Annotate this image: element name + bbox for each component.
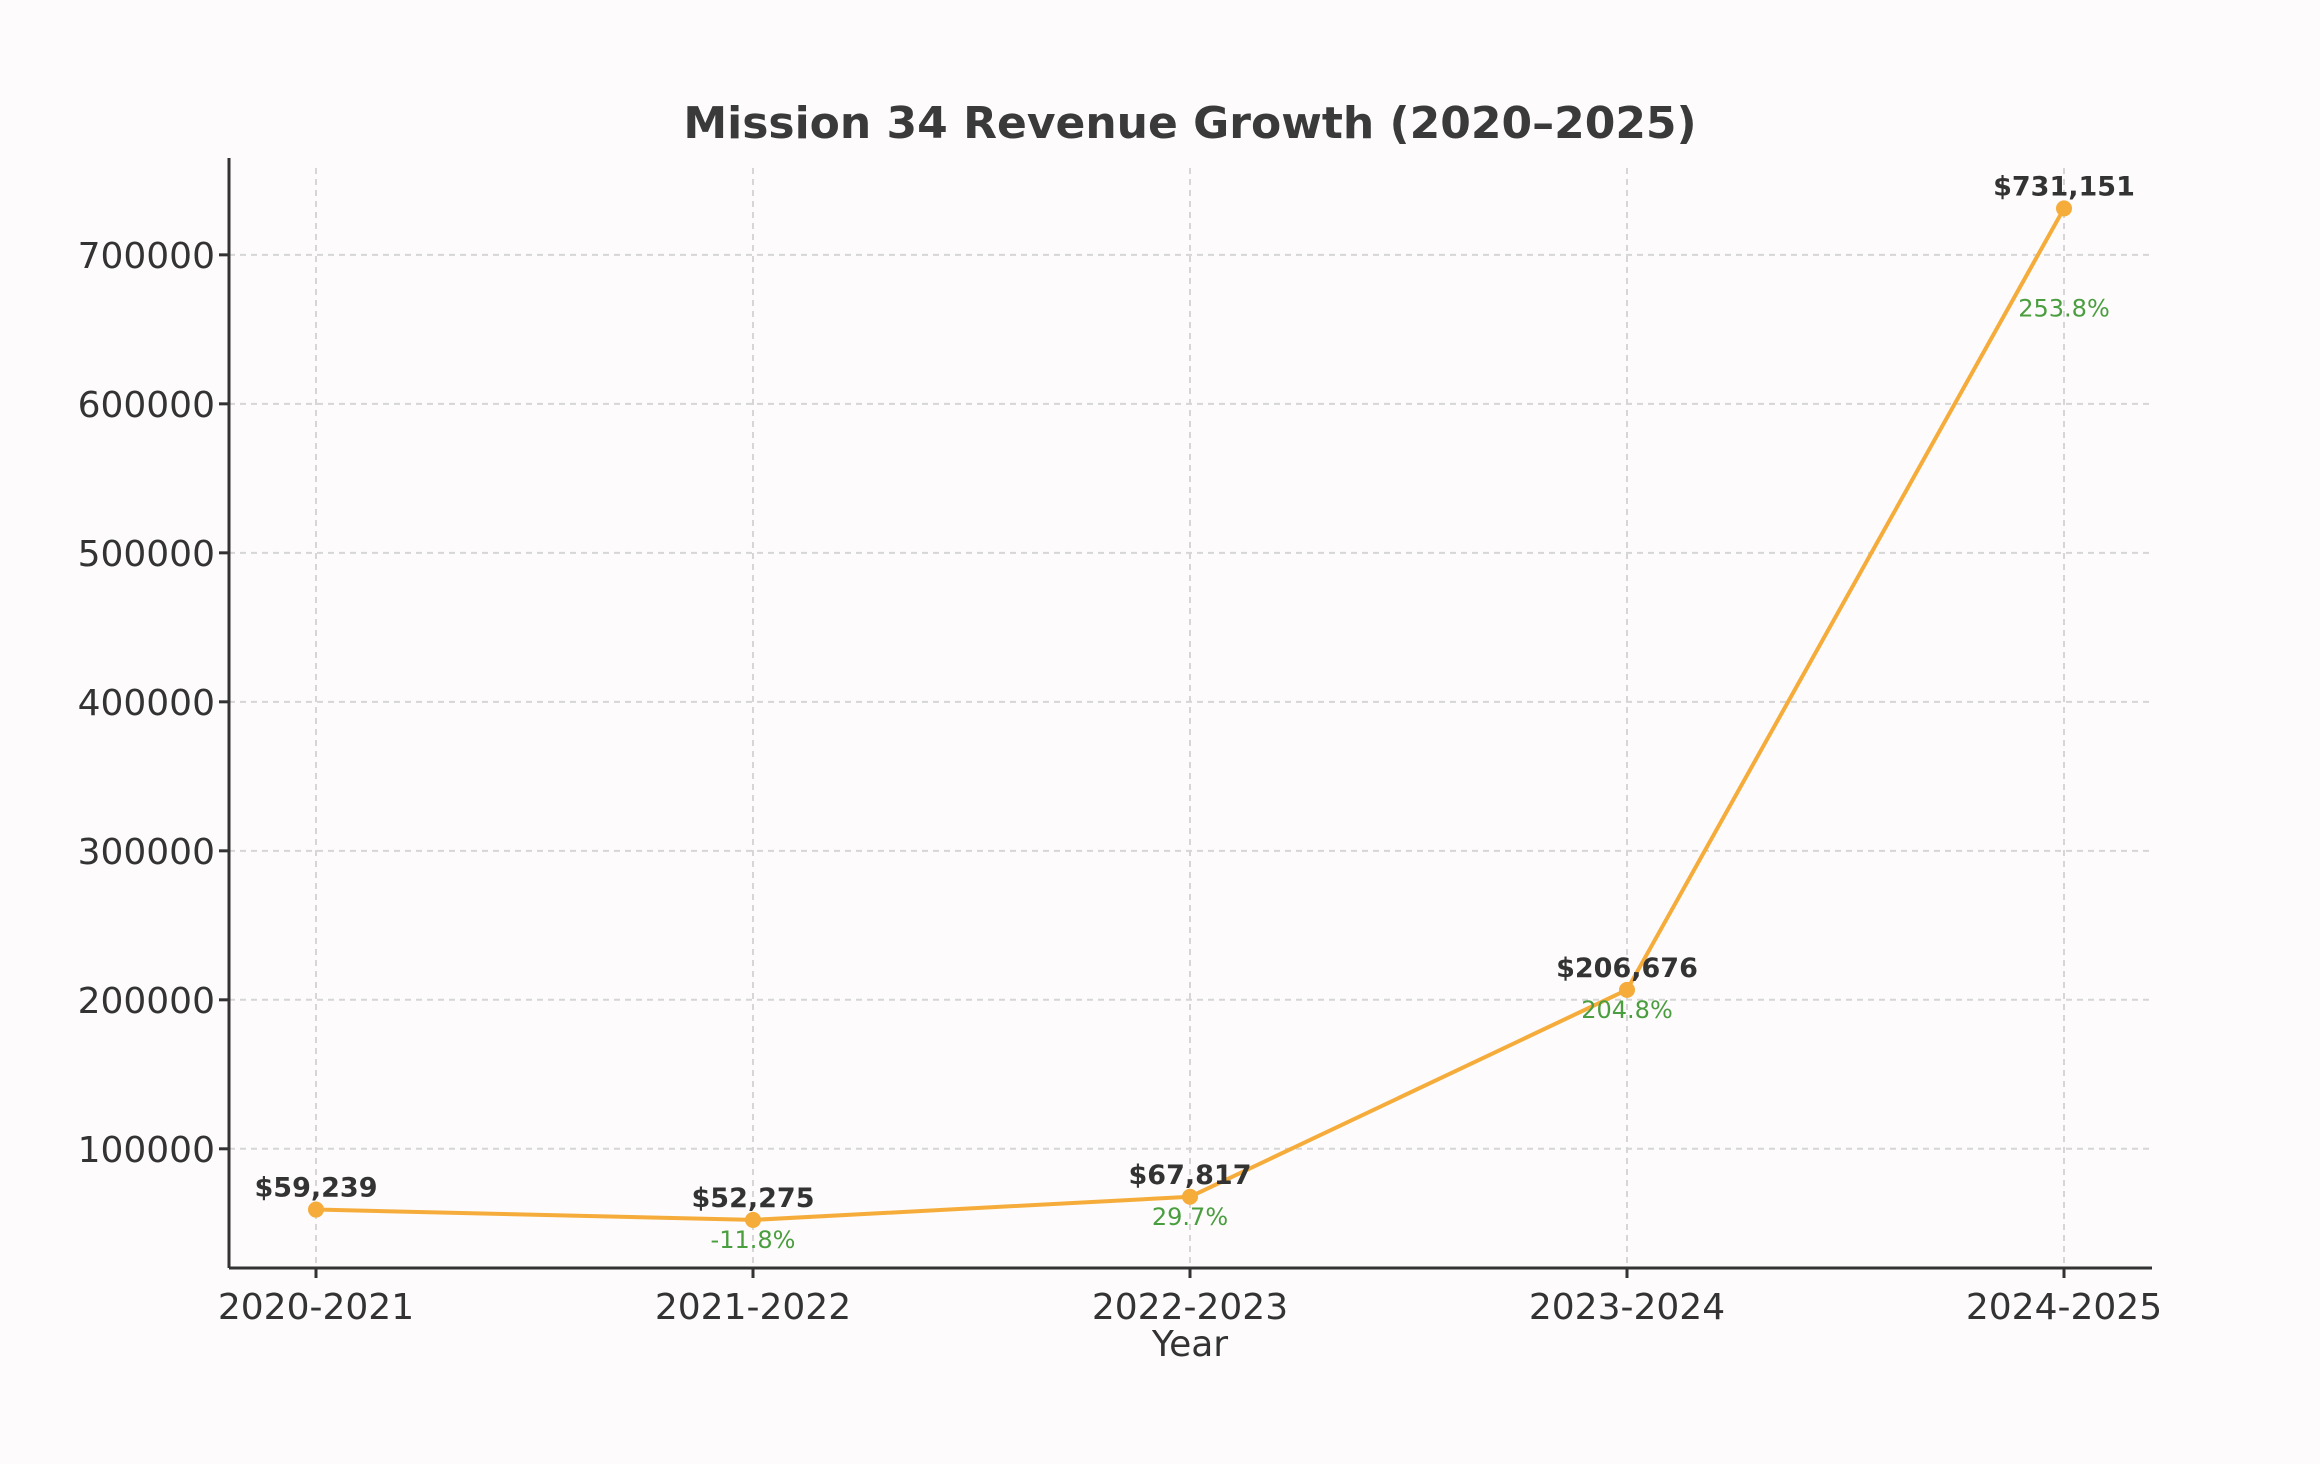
data-point bbox=[2056, 200, 2072, 217]
growth-label: 204.8% bbox=[1581, 996, 1673, 1024]
y-tick-label: 500000 bbox=[78, 534, 215, 575]
data-points bbox=[308, 200, 2072, 1228]
x-axis-label: Year bbox=[1151, 1324, 1228, 1365]
x-tick-label: 2023-2024 bbox=[1529, 1287, 1725, 1328]
growth-label: 253.8% bbox=[2018, 294, 2110, 322]
data-point bbox=[308, 1201, 324, 1218]
grid-lines bbox=[229, 168, 2152, 1268]
value-label: $59,239 bbox=[255, 1173, 378, 1204]
value-label: $731,151 bbox=[1993, 171, 2135, 202]
x-tick-label: 2021-2022 bbox=[655, 1287, 851, 1328]
x-tick-label: 2024-2025 bbox=[1966, 1287, 2162, 1328]
y-tick-label: 100000 bbox=[78, 1130, 215, 1171]
y-tick-label: 200000 bbox=[78, 981, 215, 1022]
data-point bbox=[1182, 1188, 1198, 1205]
x-tick-label: 2020-2021 bbox=[218, 1287, 414, 1328]
data-point bbox=[745, 1211, 761, 1228]
data-labels: $59,239 $52,275 -11.8% $67,817 29.7% $206,676… bbox=[255, 171, 2135, 1253]
value-label: $52,275 bbox=[692, 1183, 815, 1214]
value-label: $67,817 bbox=[1129, 1160, 1252, 1191]
y-tick-label: 700000 bbox=[78, 236, 215, 277]
y-tick-label: 600000 bbox=[78, 385, 215, 426]
chart-title: Mission 34 Revenue Growth (2020–2025) bbox=[683, 98, 1696, 149]
axis-ticks: 100000 200000 300000 400000 500000 600000 7000… bbox=[78, 236, 2163, 1328]
growth-label: 29.7% bbox=[1152, 1203, 1228, 1231]
y-tick-label: 300000 bbox=[78, 832, 215, 873]
x-tick-label: 2022-2023 bbox=[1092, 1287, 1288, 1328]
growth-label: -11.8% bbox=[711, 1226, 796, 1254]
y-tick-label: 400000 bbox=[78, 683, 215, 724]
data-point bbox=[1619, 981, 1635, 998]
value-label: $206,676 bbox=[1556, 953, 1698, 984]
